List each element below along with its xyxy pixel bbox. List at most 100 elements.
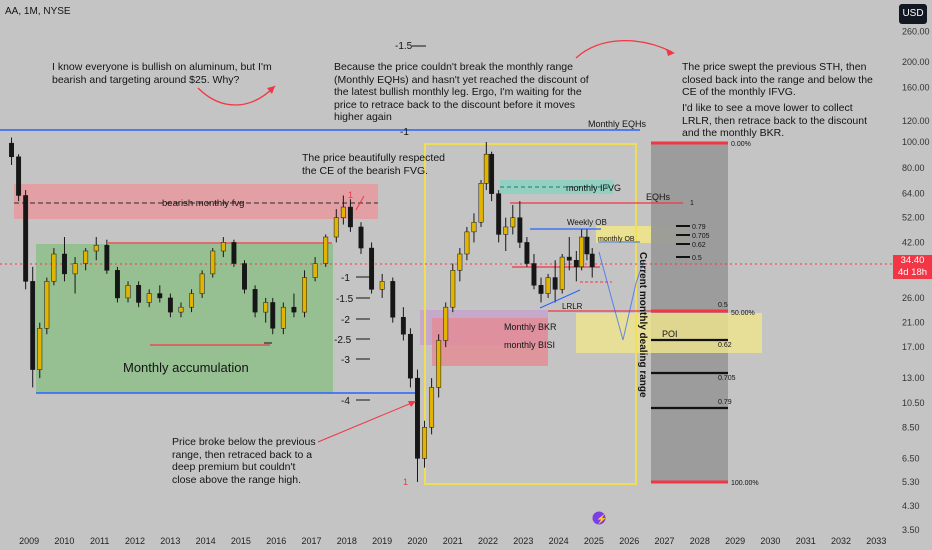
candle-46 <box>443 306 449 341</box>
y-tick-label-1: 200.00 <box>902 57 930 67</box>
x-tick-label-21: 2030 <box>760 536 780 546</box>
candle-38 <box>379 281 385 290</box>
monthly-ob-label: monthly OB <box>598 236 635 243</box>
candle-2 <box>23 195 29 282</box>
sweep-arrow <box>575 40 673 59</box>
candle-29 <box>291 306 297 313</box>
break-arrow-head <box>408 401 416 407</box>
y-tick-label-5: 80.00 <box>902 163 925 173</box>
lightning-glyph: ⚡ <box>596 513 607 525</box>
candle-25 <box>252 289 258 313</box>
candle-43 <box>422 427 427 459</box>
candle-65 <box>573 260 579 268</box>
x-tick-label-23: 2032 <box>831 536 851 546</box>
candle-55 <box>503 226 509 235</box>
level-minus-1-5-top: -1.5 <box>395 41 413 52</box>
fib-panel-05: 0.5 <box>718 302 728 309</box>
lrlr-trend-line <box>539 289 581 309</box>
candle-26 <box>263 302 269 313</box>
candle-56 <box>510 217 516 228</box>
candle-countdown: 4d 18h <box>897 266 928 278</box>
candle-34 <box>340 206 346 218</box>
thesis-arrow <box>197 85 276 106</box>
candle-67 <box>584 236 590 255</box>
x-tick-label-8: 2017 <box>302 536 322 546</box>
x-tick-label-24: 2033 <box>866 536 886 546</box>
x-tick-label-19: 2028 <box>690 536 710 546</box>
candle-24 <box>242 263 247 290</box>
y-axis[interactable]: 260.00 200.00 160.00 120.00 100.00 80.00 64.00… <box>902 26 930 535</box>
y-tick-label-4: 100.00 <box>902 137 930 147</box>
candle-9 <box>83 250 89 264</box>
candle-44 <box>429 387 435 428</box>
y-tick-label-15: 8.50 <box>902 422 920 432</box>
y-tick-label-0: 260.00 <box>902 26 930 36</box>
candle-10 <box>93 244 99 252</box>
candle-30 <box>302 277 307 313</box>
level-1-fvg: 1 <box>348 190 353 200</box>
candle-62 <box>552 277 558 290</box>
y-tick-label-6: 64.00 <box>902 189 925 199</box>
candle-58 <box>524 242 530 264</box>
range-reason-note: Because the price couldn't break the mon… <box>334 61 589 123</box>
x-tick-label-13: 2022 <box>478 536 498 546</box>
fvg-note: The price beautifully respected the CE o… <box>302 152 445 177</box>
y-tick-label-13: 13.00 <box>902 373 925 383</box>
y-tick-label-18: 4.30 <box>902 501 920 511</box>
x-tick-label-11: 2020 <box>407 536 427 546</box>
level-minus-1-top: -1 <box>400 127 409 138</box>
mini-fib-05: 0.5 <box>692 255 702 262</box>
candle-66 <box>579 236 585 268</box>
candle-59 <box>531 263 537 286</box>
x-tick-label-16: 2025 <box>584 536 604 546</box>
monthly-bkr-label: Monthly BKR <box>504 322 557 332</box>
x-tick-label-10: 2019 <box>372 536 392 546</box>
candle-51 <box>478 183 484 223</box>
fvg-arrow <box>355 195 365 211</box>
monthly-bisi-label: monthly BISI <box>504 340 555 350</box>
candle-20 <box>199 273 205 294</box>
current-price-value: 34.40 <box>900 255 925 266</box>
candle-52 <box>483 153 489 184</box>
break-note: Price broke below the previous range, th… <box>172 436 316 486</box>
candle-49 <box>464 231 470 255</box>
mini-fib-062: 0.62 <box>692 242 706 249</box>
current-price-tag: 34.40 4d 18h <box>893 255 932 279</box>
bearish-fvg-zone <box>14 184 378 219</box>
bearish-fvg-label: bearish monthly fvg <box>162 198 244 209</box>
candle-60 <box>538 285 544 294</box>
candle-5 <box>44 281 50 329</box>
y-tick-label-8: 42.00 <box>902 237 925 247</box>
y-tick-label-3: 120.00 <box>902 116 930 126</box>
candle-8 <box>72 263 78 275</box>
fib-top-pct: 0.00% <box>731 141 751 148</box>
candle-37 <box>369 247 375 290</box>
candle-50 <box>471 221 477 233</box>
monthly-ifvg-label: monthly IFVG <box>566 183 621 193</box>
candle-42 <box>415 377 420 459</box>
ticker-label: AA, 1M, NYSE <box>5 6 71 17</box>
y-tick-label-14: 10.50 <box>902 398 925 408</box>
candle-48 <box>457 253 463 271</box>
candle-39 <box>390 281 396 318</box>
candle-64 <box>566 256 572 261</box>
candle-54 <box>496 193 502 235</box>
candle-7 <box>62 253 67 275</box>
candle-53 <box>489 153 495 194</box>
candle-41 <box>407 333 413 379</box>
x-tick-label-20: 2029 <box>725 536 745 546</box>
y-tick-label-2: 160.00 <box>902 83 930 93</box>
lightning-icon[interactable] <box>592 511 606 525</box>
x-axis[interactable]: 2009 2010 2011 2012 2013 2014 2015 2016 2017 2018… <box>19 536 886 546</box>
x-tick-label-7: 2016 <box>266 536 286 546</box>
level-minus-1-5: -1.5 <box>336 294 354 305</box>
candle-61 <box>545 277 551 294</box>
candle-21 <box>210 250 216 275</box>
x-tick-label-12: 2021 <box>443 536 463 546</box>
y-tick-label-7: 52.00 <box>902 213 925 223</box>
candle-15 <box>146 293 152 303</box>
fib-mid-pct: 50.00% <box>731 310 755 317</box>
currency-button[interactable]: USD <box>899 4 927 24</box>
sweep-note: The price swept the previous STH, then c… <box>682 61 873 98</box>
